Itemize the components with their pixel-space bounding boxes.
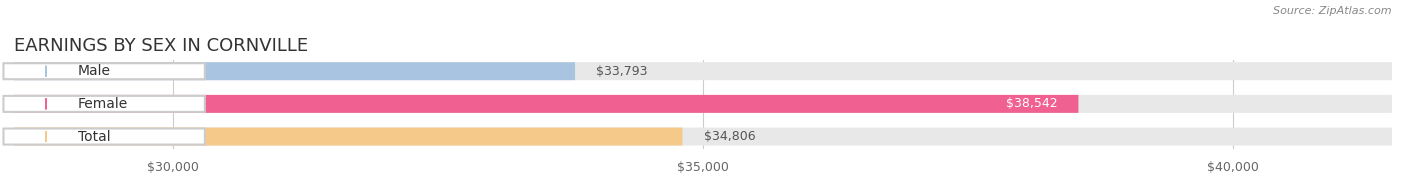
Text: Male: Male bbox=[77, 64, 111, 78]
FancyBboxPatch shape bbox=[3, 96, 205, 112]
FancyBboxPatch shape bbox=[14, 95, 1392, 113]
Text: $33,793: $33,793 bbox=[596, 65, 648, 78]
Text: Source: ZipAtlas.com: Source: ZipAtlas.com bbox=[1274, 6, 1392, 16]
FancyBboxPatch shape bbox=[14, 128, 1392, 145]
FancyBboxPatch shape bbox=[14, 62, 575, 80]
FancyBboxPatch shape bbox=[14, 62, 1392, 80]
FancyBboxPatch shape bbox=[3, 129, 205, 145]
FancyBboxPatch shape bbox=[3, 63, 205, 79]
Text: $38,542: $38,542 bbox=[1005, 97, 1057, 110]
Text: $34,806: $34,806 bbox=[703, 130, 755, 143]
Text: Female: Female bbox=[77, 97, 128, 111]
Text: Total: Total bbox=[77, 130, 110, 143]
FancyBboxPatch shape bbox=[14, 128, 682, 145]
FancyBboxPatch shape bbox=[14, 95, 1078, 113]
Text: EARNINGS BY SEX IN CORNVILLE: EARNINGS BY SEX IN CORNVILLE bbox=[14, 37, 308, 55]
